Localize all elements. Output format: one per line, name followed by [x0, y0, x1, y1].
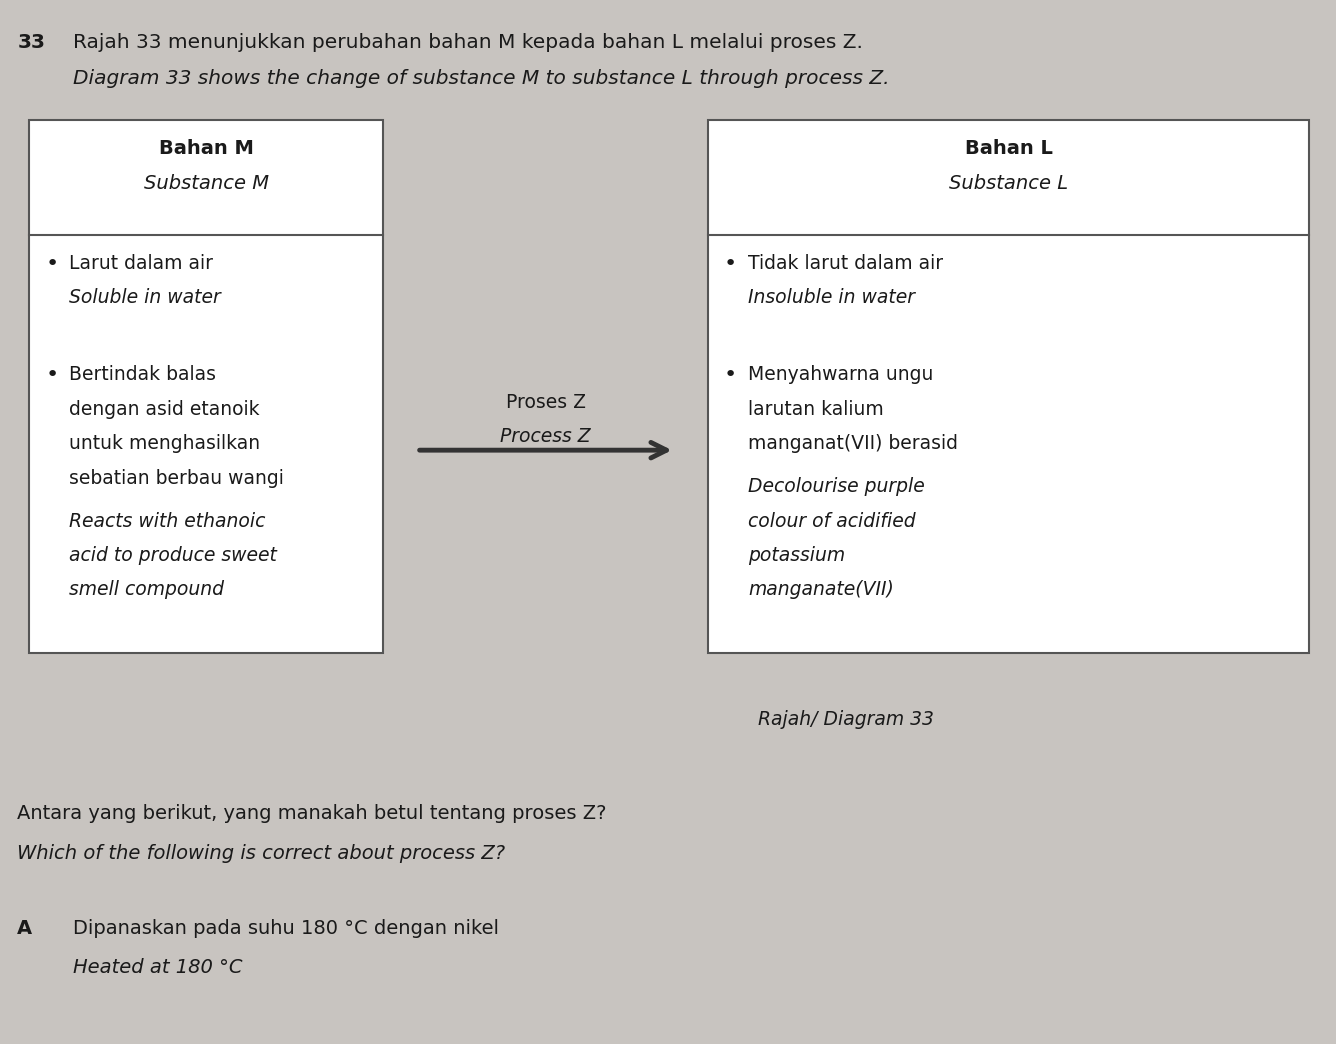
Text: Substance M: Substance M	[144, 174, 269, 193]
Text: smell compound: smell compound	[69, 580, 224, 599]
Text: Soluble in water: Soluble in water	[69, 288, 222, 307]
Text: Bahan L: Bahan L	[965, 139, 1053, 158]
Text: Reacts with ethanoic: Reacts with ethanoic	[69, 512, 266, 530]
Text: Antara yang berikut, yang manakah betul tentang proses Z?: Antara yang berikut, yang manakah betul …	[17, 804, 607, 823]
Text: Decolourise purple: Decolourise purple	[748, 477, 925, 496]
Text: larutan kalium: larutan kalium	[748, 400, 884, 419]
Text: •: •	[724, 254, 737, 274]
Text: Which of the following is correct about process Z?: Which of the following is correct about …	[17, 844, 505, 862]
Text: Larut dalam air: Larut dalam air	[69, 254, 214, 272]
Text: Dipanaskan pada suhu 180 °C dengan nikel: Dipanaskan pada suhu 180 °C dengan nikel	[73, 919, 500, 938]
Text: acid to produce sweet: acid to produce sweet	[69, 546, 278, 565]
FancyBboxPatch shape	[708, 120, 1309, 652]
Text: •: •	[45, 254, 59, 274]
Text: manganate(VII): manganate(VII)	[748, 580, 894, 599]
Text: Tidak larut dalam air: Tidak larut dalam air	[748, 254, 943, 272]
Text: A: A	[17, 919, 32, 938]
FancyBboxPatch shape	[29, 120, 383, 652]
Text: Proses Z: Proses Z	[506, 393, 585, 411]
Text: Bahan M: Bahan M	[159, 139, 254, 158]
Text: •: •	[45, 365, 59, 385]
Text: untuk menghasilkan: untuk menghasilkan	[69, 434, 261, 453]
Text: dengan asid etanoik: dengan asid etanoik	[69, 400, 261, 419]
Text: Heated at 180 °C: Heated at 180 °C	[73, 958, 243, 977]
Text: colour of acidified: colour of acidified	[748, 512, 915, 530]
Text: Rajah/ Diagram 33: Rajah/ Diagram 33	[759, 710, 934, 729]
Text: •: •	[724, 365, 737, 385]
Text: 33: 33	[17, 33, 45, 52]
Text: Rajah 33 menunjukkan perubahan bahan M kepada bahan L melalui proses Z.: Rajah 33 menunjukkan perubahan bahan M k…	[73, 33, 863, 52]
Text: Diagram 33 shows the change of substance M to substance L through process Z.: Diagram 33 shows the change of substance…	[73, 69, 890, 88]
Text: sebatian berbau wangi: sebatian berbau wangi	[69, 469, 285, 488]
Text: Process Z: Process Z	[501, 427, 591, 446]
Text: Menyahwarna ungu: Menyahwarna ungu	[748, 365, 934, 384]
Text: potassium: potassium	[748, 546, 846, 565]
Text: Substance L: Substance L	[949, 174, 1069, 193]
Text: Insoluble in water: Insoluble in water	[748, 288, 915, 307]
Text: manganat(VII) berasid: manganat(VII) berasid	[748, 434, 958, 453]
Text: Bertindak balas: Bertindak balas	[69, 365, 216, 384]
